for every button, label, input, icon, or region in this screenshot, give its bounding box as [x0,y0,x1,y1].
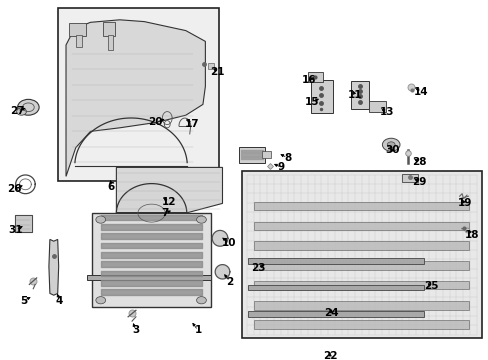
Polygon shape [116,184,186,213]
Circle shape [382,138,399,151]
Bar [254,320,468,329]
Text: 26: 26 [7,184,22,194]
Polygon shape [215,265,229,279]
Bar [261,151,271,158]
Circle shape [96,297,105,304]
Text: 12: 12 [161,197,176,207]
Bar [107,35,113,50]
Bar [69,23,85,36]
Circle shape [386,142,394,148]
Polygon shape [116,167,222,213]
Text: 17: 17 [184,119,199,129]
Text: 7: 7 [161,208,169,218]
Text: 3: 3 [132,325,139,336]
Text: 16: 16 [301,75,316,85]
Text: 6: 6 [108,182,115,192]
Text: 19: 19 [456,198,471,208]
Text: 13: 13 [379,107,394,117]
Circle shape [18,99,39,115]
Text: 18: 18 [464,230,478,240]
Circle shape [96,216,105,223]
Bar [254,202,468,210]
Text: 30: 30 [384,145,399,156]
Text: 14: 14 [413,87,428,97]
Text: 1: 1 [194,325,201,336]
Bar [58,8,219,181]
Bar [102,22,115,36]
Text: 21: 21 [210,67,224,77]
Bar [87,275,211,280]
Bar [350,81,368,109]
Text: 20: 20 [148,117,163,127]
Bar [254,222,468,230]
Circle shape [196,216,206,223]
Text: 4: 4 [56,296,63,306]
Text: 27: 27 [10,106,24,116]
Text: 2: 2 [226,276,233,287]
Text: 10: 10 [221,238,236,248]
Text: 15: 15 [304,96,319,107]
Text: 22: 22 [322,351,337,360]
Bar [254,301,468,310]
Text: 11: 11 [347,90,362,100]
Bar [401,174,417,182]
Bar [238,147,264,163]
Text: 23: 23 [250,263,265,273]
Bar [248,258,424,264]
Bar [92,213,211,307]
Polygon shape [212,230,227,246]
Bar [242,171,481,338]
Bar [254,241,468,250]
Text: 28: 28 [411,157,426,167]
Bar [307,72,322,82]
Circle shape [17,108,26,115]
Text: 9: 9 [277,162,284,172]
Text: 24: 24 [324,308,338,318]
Text: 25: 25 [423,281,438,291]
Circle shape [196,297,206,304]
Bar [368,101,386,112]
Bar [254,261,468,270]
Polygon shape [66,20,205,176]
Polygon shape [49,239,59,295]
Text: 5: 5 [20,296,27,306]
Bar [248,285,424,290]
Text: 31: 31 [8,225,23,235]
Bar [254,281,468,289]
Text: 29: 29 [411,177,426,187]
Bar [248,311,424,317]
Text: 8: 8 [284,153,290,163]
Bar [310,80,332,113]
Bar [76,35,82,47]
